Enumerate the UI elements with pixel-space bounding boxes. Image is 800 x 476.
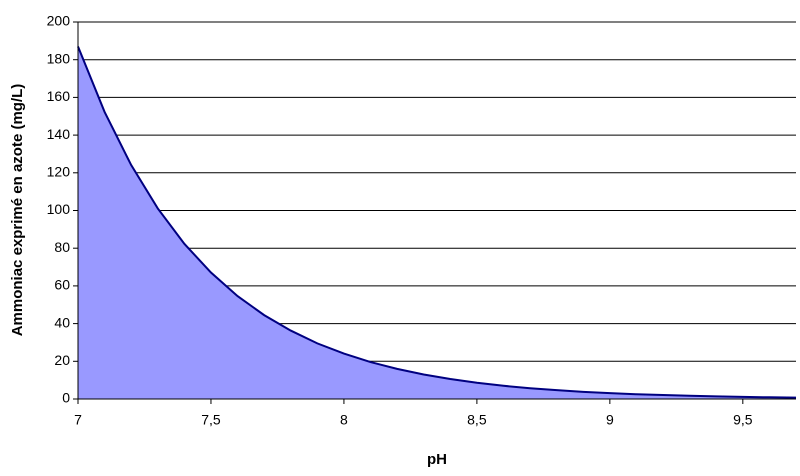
- x-axis-title: pH: [427, 451, 447, 468]
- y-tick-label: 60: [54, 277, 70, 293]
- x-tick-label: 8,5: [467, 412, 487, 428]
- x-tick-label: 8: [340, 412, 348, 428]
- y-tick-label: 160: [47, 88, 71, 104]
- y-tick-label: 140: [47, 126, 71, 142]
- x-tick-label: 9,5: [733, 412, 753, 428]
- y-tick-label: 120: [47, 164, 71, 180]
- x-tick-label: 9: [606, 412, 614, 428]
- y-tick-label: 180: [47, 50, 71, 66]
- y-tick-label: 0: [62, 390, 70, 406]
- y-tick-label: 40: [54, 314, 70, 330]
- area-line: [77, 46, 797, 399]
- area-fill: [78, 46, 796, 399]
- y-tick-label: 80: [54, 239, 70, 255]
- y-tick-label: 100: [47, 201, 71, 217]
- y-tick-label: 20: [54, 352, 70, 368]
- y-axis-title: Ammoniac exprimé en azote (mg/L): [9, 84, 26, 337]
- x-tick-label: 7: [74, 412, 82, 428]
- y-tick-label: 200: [47, 13, 71, 29]
- x-tick-label: 7,5: [201, 412, 221, 428]
